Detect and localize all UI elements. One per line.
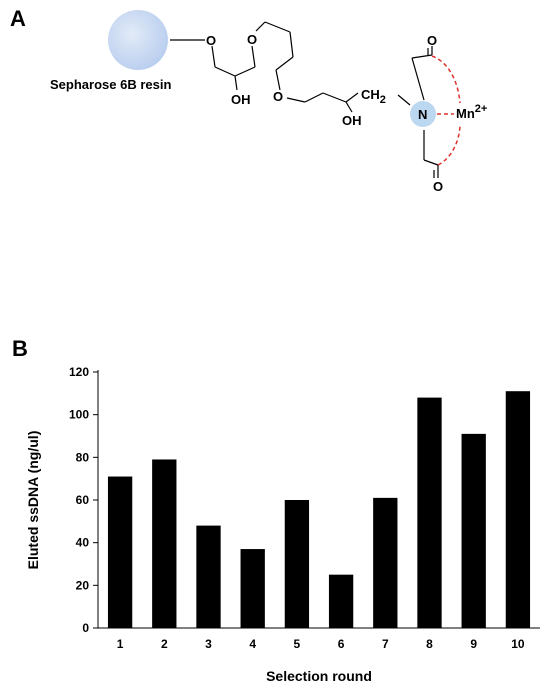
bars [107, 391, 531, 628]
y-tick-label: 80 [76, 450, 90, 464]
bar-round-2 [152, 459, 177, 628]
x-axis-title: Selection round [266, 668, 372, 684]
carbonyl-oxygen-top: O [427, 33, 437, 48]
coordination-bonds [431, 55, 461, 166]
carbonyl-double-bonds [427, 48, 435, 178]
y-axis-ticks: 0 20 40 60 80 100 120 [69, 365, 98, 635]
y-tick-label: 40 [76, 536, 90, 550]
bar-round-3 [196, 525, 221, 628]
x-tick-label: 5 [294, 637, 301, 651]
bar-round-8 [417, 397, 442, 628]
x-tick-label: 2 [161, 637, 168, 651]
x-tick-label: 8 [426, 637, 433, 651]
ether-oxygen-2: O [247, 32, 257, 47]
nitrogen-highlight [410, 101, 436, 127]
bar-round-5 [284, 500, 310, 628]
resin-bead [108, 10, 168, 70]
bar-round-4 [240, 549, 265, 628]
y-tick-label: 0 [82, 621, 89, 635]
panel-a: A Sepharose 6B resin [10, 6, 487, 194]
manganese-ion: Mn2+ [456, 103, 487, 121]
bar-round-10 [505, 391, 531, 628]
bar-round-9 [461, 433, 486, 628]
x-tick-label: 9 [470, 637, 477, 651]
bar-chart: 0 20 40 60 80 100 120 1 2 3 4 5 6 7 8 9 10 Selection ro… [25, 365, 540, 684]
ether-oxygen-3: O [273, 89, 283, 104]
bar-round-6 [328, 574, 354, 628]
carbonyl-oxygen-bottom: O [433, 179, 443, 194]
x-tick-label: 1 [117, 637, 124, 651]
panel-a-letter: A [10, 6, 26, 31]
x-tick-label: 7 [382, 637, 389, 651]
bar-round-1 [107, 476, 133, 628]
y-axis-title: Eluted ssDNA (ng/ul) [25, 431, 41, 570]
nitrogen-atom: N [418, 107, 427, 122]
methylene-group: CH2 [361, 87, 386, 106]
panel-b: B 0 20 40 60 80 100 120 1 2 3 4 5 6 7 8 9 10 Selection … [12, 336, 540, 684]
y-tick-label: 120 [69, 365, 89, 379]
y-tick-label: 100 [69, 408, 89, 422]
resin-label: Sepharose 6B resin [50, 77, 171, 92]
ether-oxygen-1: O [206, 33, 216, 48]
bar-round-7 [373, 497, 398, 628]
x-tick-label: 10 [511, 637, 525, 651]
x-axis-ticks: 1 2 3 4 5 6 7 8 9 10 [117, 637, 525, 651]
backbone-bonds [170, 21, 439, 178]
hydroxyl-1: OH [231, 92, 251, 107]
x-tick-label: 4 [249, 637, 256, 651]
y-tick-label: 60 [76, 493, 90, 507]
panel-b-letter: B [12, 336, 28, 361]
x-tick-label: 3 [205, 637, 212, 651]
x-tick-label: 6 [338, 637, 345, 651]
y-tick-label: 20 [76, 578, 90, 592]
hydroxyl-2: OH [342, 113, 362, 128]
